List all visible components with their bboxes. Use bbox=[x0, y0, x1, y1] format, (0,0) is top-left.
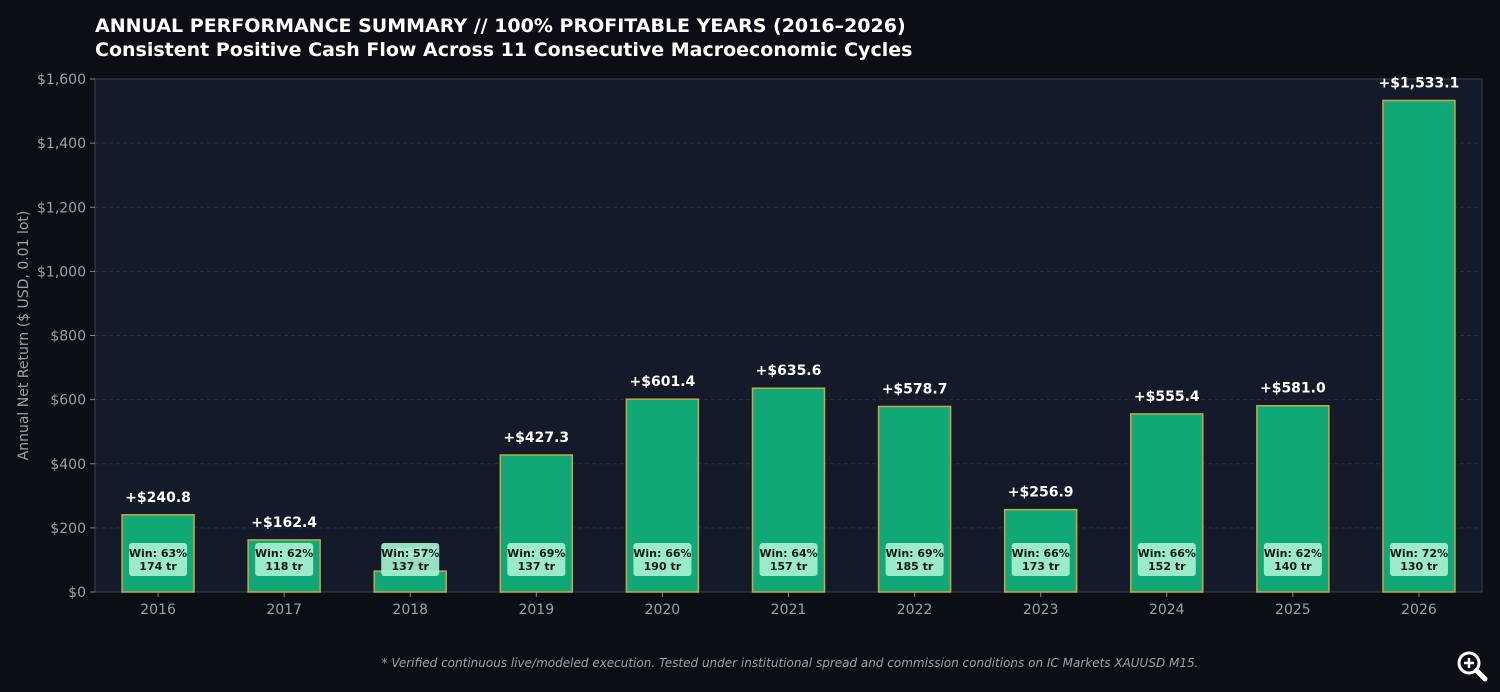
bar-group: +$581.0 Win: 62%140 tr bbox=[1256, 381, 1330, 593]
x-tick-label: 2016 bbox=[140, 602, 176, 618]
trade-count-label: 130 tr bbox=[1400, 560, 1438, 573]
y-tick-label: $1,200 bbox=[37, 200, 86, 216]
win-badge bbox=[1137, 543, 1196, 576]
bar-group: +$1,533.1 Win: 72%130 tr bbox=[1379, 75, 1460, 593]
win-rate-label: Win: 66% bbox=[633, 547, 691, 560]
bar-value-label: +$427.3 bbox=[503, 430, 569, 446]
chart-subtitle: Consistent Positive Cash Flow Across 11 … bbox=[95, 39, 913, 61]
win-badge bbox=[1263, 543, 1322, 576]
win-rate-label: Win: 62% bbox=[1264, 547, 1322, 560]
x-tick-label: 2022 bbox=[897, 602, 933, 618]
chart-title: ANNUAL PERFORMANCE SUMMARY // 100% PROFI… bbox=[95, 15, 906, 37]
trade-count-label: 190 tr bbox=[644, 560, 682, 573]
win-rate-label: Win: 66% bbox=[1012, 547, 1070, 560]
win-rate-label: Win: 66% bbox=[1138, 547, 1196, 560]
win-badge bbox=[885, 543, 944, 576]
bar-group: +$162.4 Win: 62%118 tr bbox=[247, 515, 321, 593]
y-tick-label: $200 bbox=[50, 521, 86, 537]
win-rate-label: Win: 69% bbox=[507, 547, 565, 560]
x-tick-label: 2019 bbox=[518, 602, 554, 618]
x-tick-label: 2025 bbox=[1275, 602, 1311, 618]
y-tick-label: $600 bbox=[50, 393, 86, 409]
bar bbox=[1382, 99, 1456, 593]
bar-group: +$578.7 Win: 69%185 tr bbox=[877, 381, 952, 593]
bar-value-label: +$162.4 bbox=[251, 515, 317, 531]
win-badge bbox=[255, 543, 314, 576]
x-tick-label: 2020 bbox=[645, 602, 681, 618]
x-tick-label: 2023 bbox=[1023, 602, 1059, 618]
trade-count-label: 157 tr bbox=[770, 560, 808, 573]
y-tick-label: $1,400 bbox=[37, 136, 86, 152]
win-badge bbox=[381, 543, 440, 576]
bar-group: +$555.4 Win: 66%152 tr bbox=[1130, 389, 1204, 593]
win-rate-label: Win: 63% bbox=[129, 547, 187, 560]
x-tick-label: 2017 bbox=[266, 602, 302, 618]
y-tick-label: $1,000 bbox=[37, 264, 86, 280]
trade-count-label: 174 tr bbox=[139, 560, 177, 573]
y-axis-label: Annual Net Return ($ USD, 0.01 lot) bbox=[16, 211, 32, 461]
trade-count-label: 137 tr bbox=[518, 560, 556, 573]
win-rate-label: Win: 57% bbox=[381, 547, 439, 560]
y-tick-label: $400 bbox=[50, 457, 86, 473]
bar-group: +$635.6 Win: 64%157 tr bbox=[751, 363, 826, 593]
bar-value-label: +$581.0 bbox=[1260, 381, 1326, 397]
win-badge bbox=[1389, 543, 1448, 576]
bar-value-label: +$240.8 bbox=[125, 490, 191, 506]
bar-value-label: +$601.4 bbox=[630, 374, 696, 390]
bar-group: +$256.9 Win: 66%173 tr bbox=[1003, 485, 1078, 593]
y-tick-label: $1,600 bbox=[37, 72, 86, 88]
win-badge bbox=[507, 543, 566, 576]
trade-count-label: 118 tr bbox=[265, 560, 303, 573]
win-badge bbox=[1011, 543, 1070, 576]
win-rate-label: Win: 72% bbox=[1390, 547, 1448, 560]
bar-group: +$601.4 Win: 66%190 tr bbox=[625, 374, 700, 593]
trade-count-label: 173 tr bbox=[1022, 560, 1060, 573]
trade-count-label: 152 tr bbox=[1148, 560, 1186, 573]
bar-value-label: +$256.9 bbox=[1008, 485, 1074, 501]
win-rate-label: Win: 64% bbox=[759, 547, 817, 560]
footnote: * Verified continuous live/modeled execu… bbox=[381, 656, 1199, 670]
bar-value-label: +$555.4 bbox=[1134, 389, 1200, 405]
x-tick-label: 2021 bbox=[771, 602, 807, 618]
bar-value-label: +$1,533.1 bbox=[1379, 75, 1460, 91]
trade-count-label: 185 tr bbox=[896, 560, 934, 573]
y-tick-label: $0 bbox=[68, 585, 86, 601]
y-tick-label: $800 bbox=[50, 329, 86, 345]
bar-group: +$427.3 Win: 69%137 tr bbox=[499, 430, 574, 593]
trade-count-label: 137 tr bbox=[391, 560, 429, 573]
win-badge bbox=[633, 543, 692, 576]
bar-group: +$240.8 Win: 63%174 tr bbox=[121, 490, 195, 593]
zoom-in-icon[interactable] bbox=[1452, 646, 1492, 686]
win-badge bbox=[129, 543, 188, 576]
x-tick-label: 2024 bbox=[1149, 602, 1185, 618]
x-tick-label: 2018 bbox=[392, 602, 428, 618]
x-tick-label: 2026 bbox=[1401, 602, 1437, 618]
win-rate-label: Win: 69% bbox=[885, 547, 943, 560]
bar-value-label: +$635.6 bbox=[756, 363, 822, 379]
trade-count-label: 140 tr bbox=[1274, 560, 1312, 573]
win-badge bbox=[759, 543, 818, 576]
axes: $0 $200 $400 $600 $800 $1,000 $1,200 $1,400 $1,6… bbox=[37, 72, 1437, 618]
bar-value-label: +$578.7 bbox=[882, 381, 948, 397]
win-rate-label: Win: 62% bbox=[255, 547, 313, 560]
